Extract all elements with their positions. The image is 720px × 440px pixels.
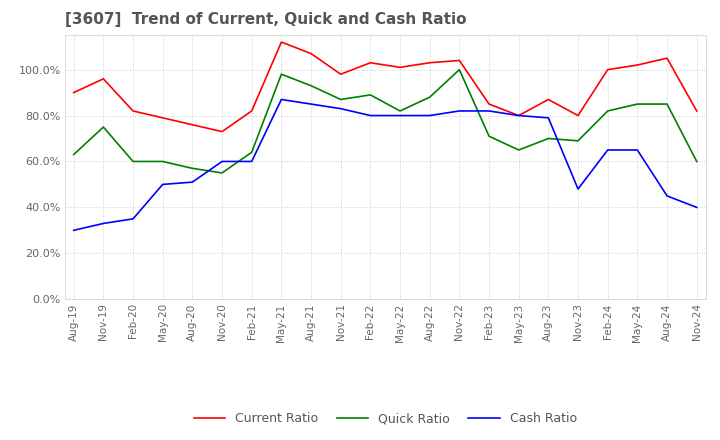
Cash Ratio	[217, 159, 226, 164]
Current Ratio	[574, 113, 582, 118]
Current Ratio	[514, 113, 523, 118]
Quick Ratio	[307, 83, 315, 88]
Current Ratio	[336, 72, 345, 77]
Cash Ratio	[248, 159, 256, 164]
Current Ratio	[485, 102, 493, 107]
Line: Quick Ratio: Quick Ratio	[73, 70, 697, 173]
Current Ratio	[129, 108, 138, 114]
Current Ratio	[693, 108, 701, 114]
Quick Ratio	[188, 166, 197, 171]
Cash Ratio	[158, 182, 167, 187]
Quick Ratio	[693, 159, 701, 164]
Current Ratio	[307, 51, 315, 56]
Cash Ratio	[129, 216, 138, 221]
Current Ratio	[633, 62, 642, 68]
Quick Ratio	[662, 102, 671, 107]
Quick Ratio	[366, 92, 374, 98]
Current Ratio	[158, 115, 167, 121]
Quick Ratio	[129, 159, 138, 164]
Cash Ratio	[99, 221, 108, 226]
Cash Ratio	[485, 108, 493, 114]
Current Ratio	[426, 60, 434, 66]
Line: Cash Ratio: Cash Ratio	[73, 99, 697, 230]
Current Ratio	[248, 108, 256, 114]
Current Ratio	[188, 122, 197, 127]
Quick Ratio	[248, 150, 256, 155]
Current Ratio	[366, 60, 374, 66]
Quick Ratio	[277, 72, 286, 77]
Quick Ratio	[396, 108, 405, 114]
Current Ratio	[99, 76, 108, 81]
Cash Ratio	[426, 113, 434, 118]
Quick Ratio	[514, 147, 523, 153]
Cash Ratio	[544, 115, 553, 121]
Quick Ratio	[544, 136, 553, 141]
Cash Ratio	[69, 227, 78, 233]
Cash Ratio	[514, 113, 523, 118]
Current Ratio	[544, 97, 553, 102]
Quick Ratio	[633, 102, 642, 107]
Cash Ratio	[574, 187, 582, 192]
Cash Ratio	[662, 193, 671, 198]
Cash Ratio	[633, 147, 642, 153]
Text: [3607]  Trend of Current, Quick and Cash Ratio: [3607] Trend of Current, Quick and Cash …	[65, 12, 467, 27]
Quick Ratio	[574, 138, 582, 143]
Cash Ratio	[307, 102, 315, 107]
Quick Ratio	[158, 159, 167, 164]
Cash Ratio	[693, 205, 701, 210]
Quick Ratio	[217, 170, 226, 176]
Current Ratio	[662, 55, 671, 61]
Current Ratio	[217, 129, 226, 134]
Cash Ratio	[277, 97, 286, 102]
Cash Ratio	[188, 180, 197, 185]
Legend: Current Ratio, Quick Ratio, Cash Ratio: Current Ratio, Quick Ratio, Cash Ratio	[189, 407, 582, 430]
Quick Ratio	[455, 67, 464, 72]
Quick Ratio	[336, 97, 345, 102]
Cash Ratio	[603, 147, 612, 153]
Current Ratio	[455, 58, 464, 63]
Current Ratio	[396, 65, 405, 70]
Line: Current Ratio: Current Ratio	[73, 42, 697, 132]
Current Ratio	[277, 40, 286, 45]
Quick Ratio	[426, 95, 434, 100]
Quick Ratio	[99, 125, 108, 130]
Current Ratio	[69, 90, 78, 95]
Cash Ratio	[366, 113, 374, 118]
Quick Ratio	[69, 152, 78, 157]
Cash Ratio	[455, 108, 464, 114]
Cash Ratio	[396, 113, 405, 118]
Quick Ratio	[485, 134, 493, 139]
Cash Ratio	[336, 106, 345, 111]
Current Ratio	[603, 67, 612, 72]
Quick Ratio	[603, 108, 612, 114]
